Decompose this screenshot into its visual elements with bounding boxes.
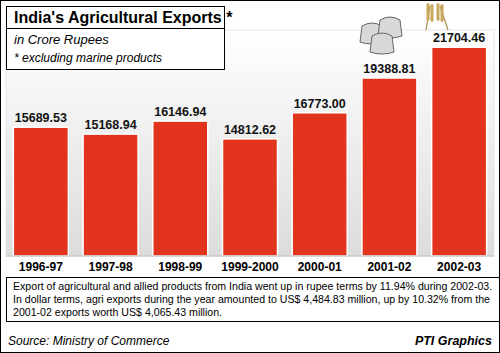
wheat-stalk xyxy=(426,6,430,30)
bar xyxy=(153,121,208,256)
x-tick-label: 1999-2000 xyxy=(221,260,279,274)
subtitle: in Crore Rupees xyxy=(14,32,109,47)
data-label: 19388.81 xyxy=(363,62,415,76)
wheat-grain xyxy=(426,15,429,21)
bar xyxy=(83,134,138,256)
wheat-grain xyxy=(440,16,443,22)
data-label: 21704.46 xyxy=(433,31,485,45)
source: Source: Ministry of Commerce xyxy=(8,334,170,348)
x-tick-label: 2000-01 xyxy=(298,260,342,274)
x-tick-label: 1998-99 xyxy=(158,260,202,274)
data-label: 15168.94 xyxy=(85,118,137,132)
credit: PTI Graphics xyxy=(415,334,492,348)
data-label: 14812.62 xyxy=(224,123,276,137)
x-axis xyxy=(6,256,494,257)
bar xyxy=(362,78,417,256)
bar xyxy=(432,47,487,256)
title-rule xyxy=(7,28,225,29)
wheat-stalk xyxy=(440,6,448,30)
bar xyxy=(292,113,347,256)
frame xyxy=(1,1,500,353)
data-label: 16773.00 xyxy=(294,97,346,111)
annotation: Export of agricultural and allied produc… xyxy=(6,277,500,322)
labels: 15689.53 1996-97 15168.94 1997-98 16146.94 19… xyxy=(15,31,485,274)
x-tick-label: 2002-03 xyxy=(437,260,481,274)
bar xyxy=(13,127,68,256)
wheat-grain xyxy=(430,16,433,22)
title: India's Agricultural Exports * xyxy=(14,9,233,26)
plot-area xyxy=(6,30,494,256)
data-label: 16146.94 xyxy=(154,105,206,119)
sack xyxy=(370,33,394,54)
icon xyxy=(360,3,448,54)
bars xyxy=(13,47,486,256)
x-tick-label: 1997-98 xyxy=(89,260,133,274)
x-tick-label: 1996-97 xyxy=(19,260,63,274)
wheat-grain xyxy=(436,15,439,21)
bar xyxy=(223,139,278,256)
footnote: * excluding marine products xyxy=(14,51,162,65)
data-label: 15689.53 xyxy=(15,111,67,125)
x-tick-label: 2001-02 xyxy=(367,260,411,274)
